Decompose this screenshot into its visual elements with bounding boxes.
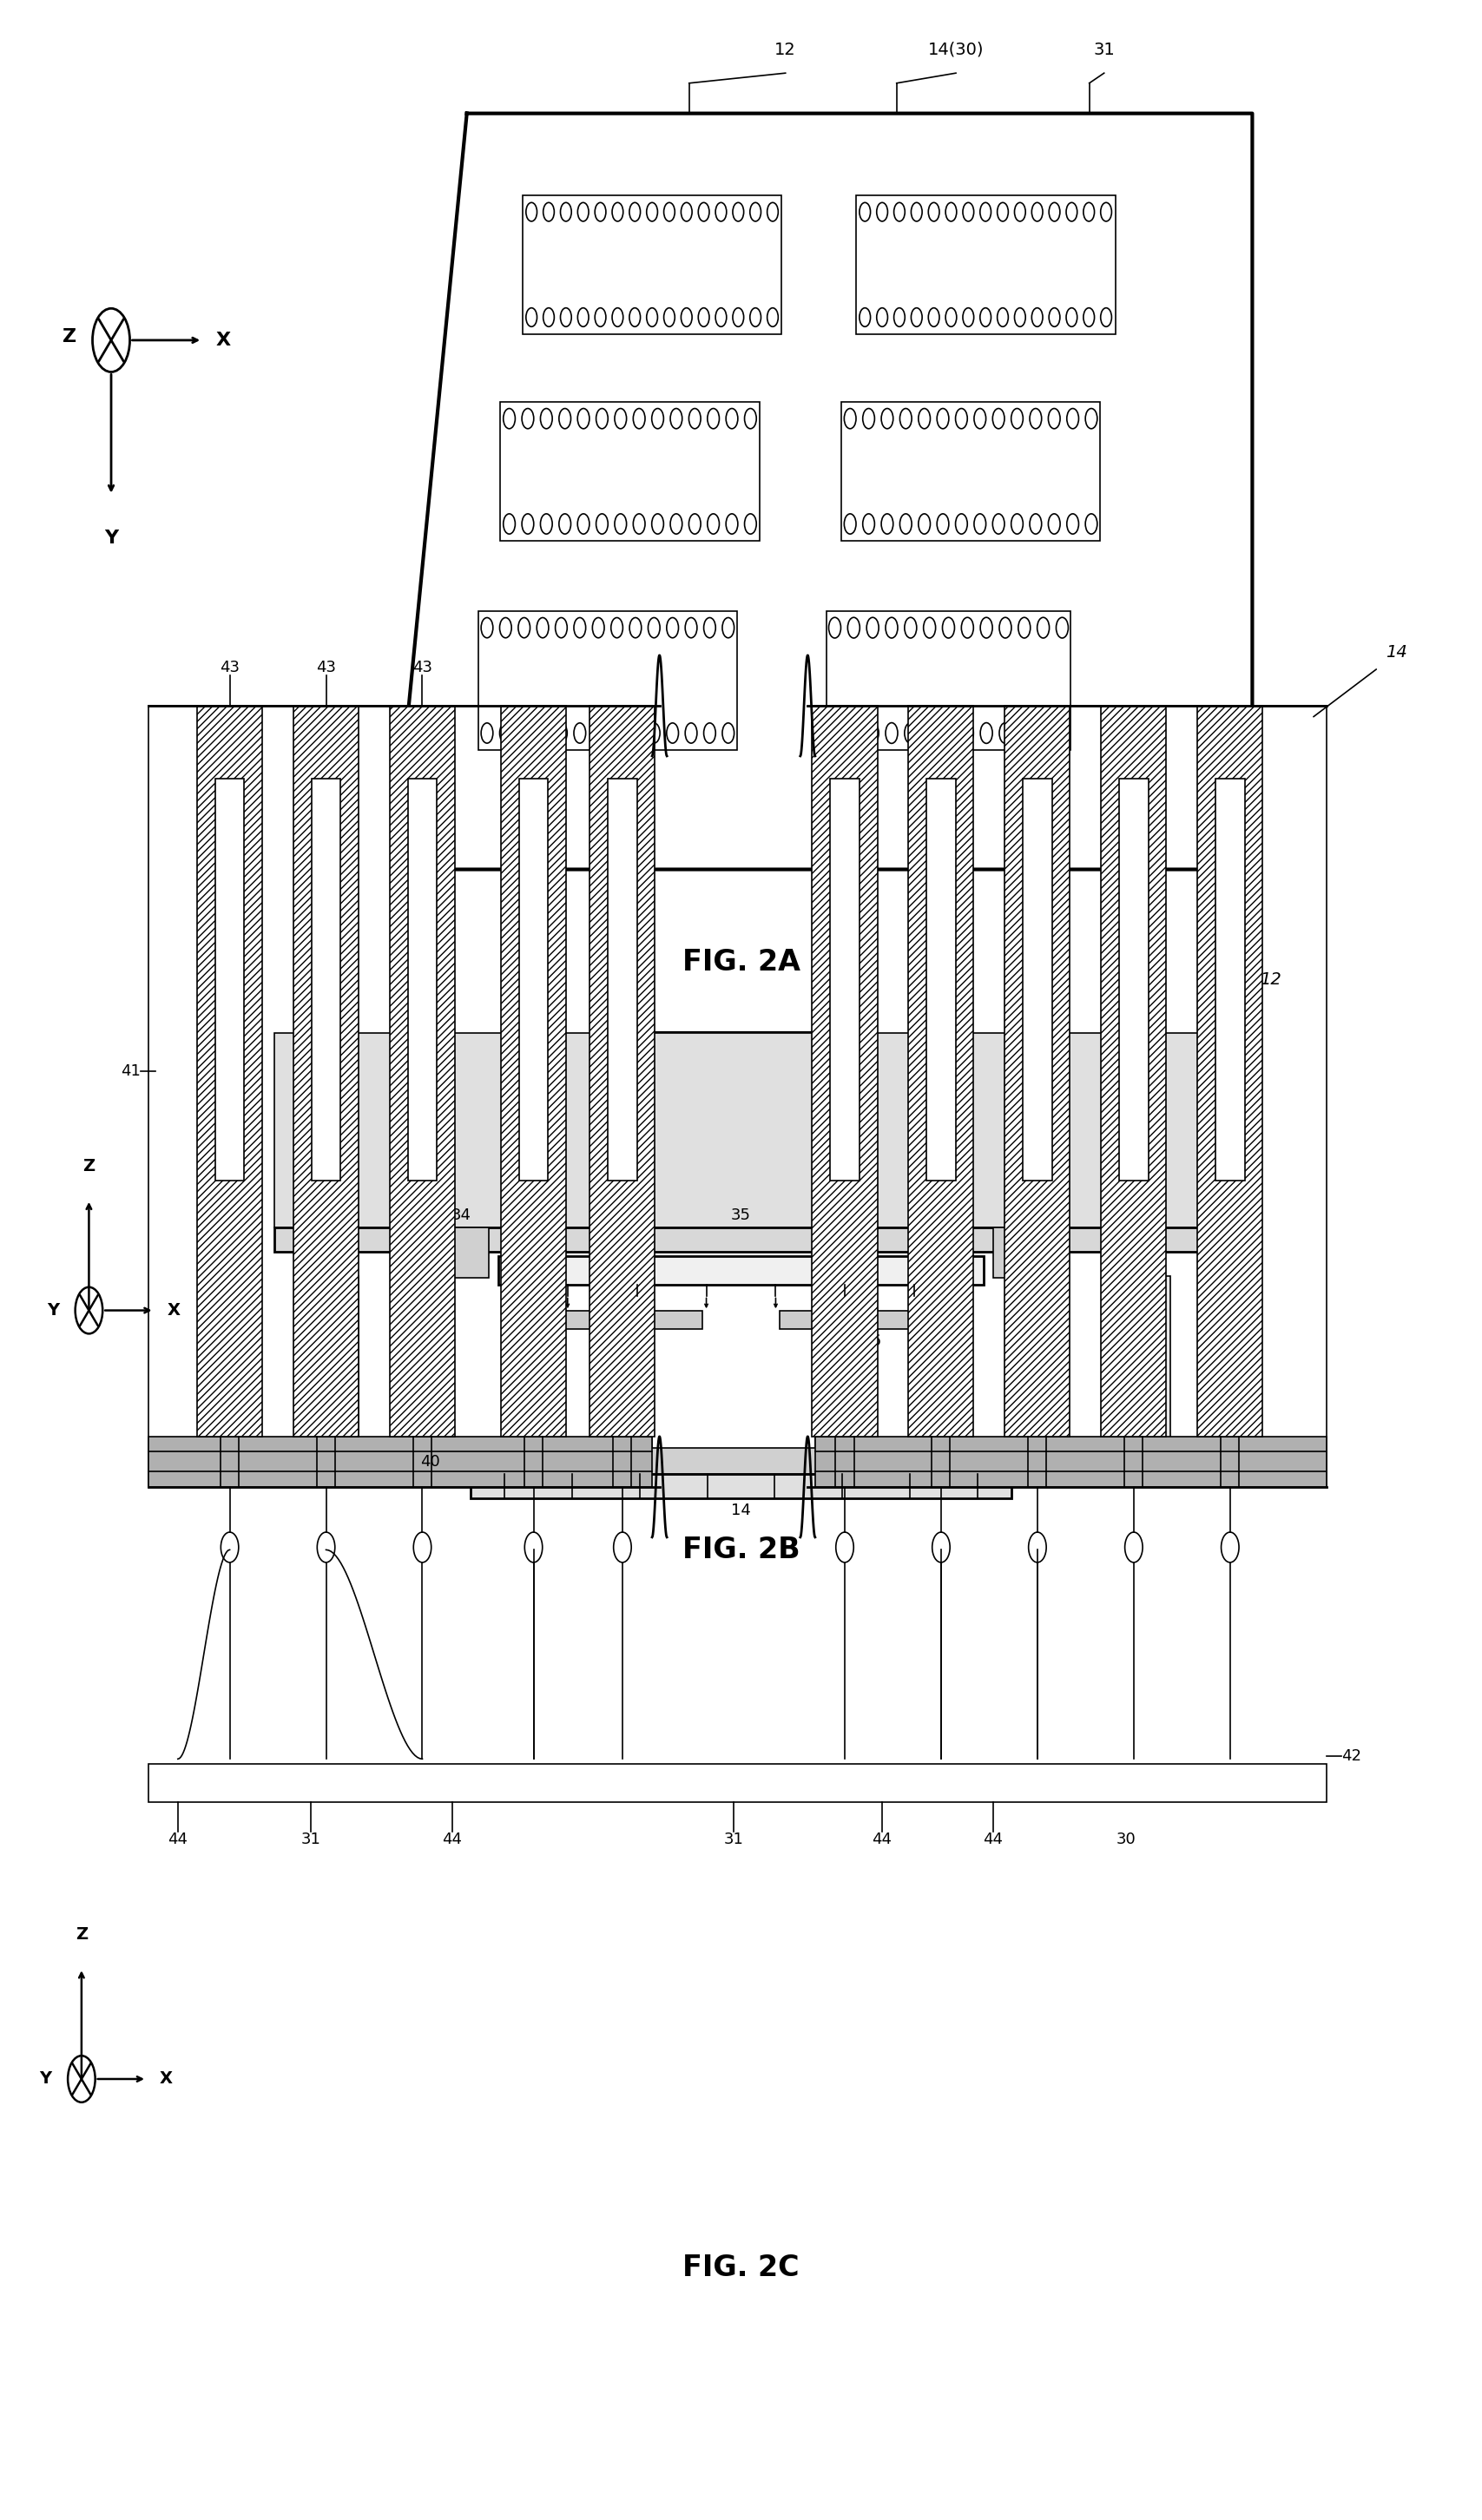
Bar xyxy=(1197,706,1263,1436)
Bar xyxy=(274,1446,1208,1474)
Bar xyxy=(390,706,455,1436)
Text: 44: 44 xyxy=(871,1832,892,1847)
Text: 34: 34 xyxy=(451,1207,471,1222)
Bar xyxy=(197,706,262,1436)
Bar xyxy=(501,401,759,539)
Bar xyxy=(780,1310,965,1328)
Bar xyxy=(274,1227,1208,1252)
Text: Y: Y xyxy=(47,1303,59,1318)
Text: 44: 44 xyxy=(167,1832,188,1847)
Text: 12: 12 xyxy=(775,40,796,58)
Bar xyxy=(1119,779,1149,1179)
Bar xyxy=(908,706,974,1436)
Text: 44: 44 xyxy=(442,1832,462,1847)
Text: 12: 12 xyxy=(1260,970,1280,988)
Bar xyxy=(519,779,548,1179)
Bar xyxy=(1023,779,1052,1179)
Text: 38: 38 xyxy=(1233,1454,1252,1469)
Bar xyxy=(812,706,877,1436)
Bar xyxy=(842,401,1100,539)
Text: FIG. 2B: FIG. 2B xyxy=(682,1535,800,1565)
Bar xyxy=(498,1255,984,1285)
Text: 39: 39 xyxy=(230,1441,249,1457)
Text: 14: 14 xyxy=(731,1502,751,1520)
Bar xyxy=(148,1764,1326,1802)
Bar xyxy=(830,779,860,1179)
Text: 14(30): 14(30) xyxy=(928,40,984,58)
Bar xyxy=(148,706,652,1487)
Bar xyxy=(283,1444,415,1454)
Text: FIG. 2A: FIG. 2A xyxy=(682,948,800,978)
Text: 33: 33 xyxy=(1233,1121,1252,1139)
Bar xyxy=(827,610,1070,748)
Bar xyxy=(311,779,341,1179)
Bar xyxy=(815,1436,1326,1487)
Text: 36: 36 xyxy=(600,1333,619,1348)
Bar xyxy=(590,706,655,1436)
Bar xyxy=(993,1227,1049,1278)
Bar xyxy=(608,779,637,1179)
Text: X: X xyxy=(167,1303,181,1318)
Text: 43: 43 xyxy=(219,660,240,675)
Bar xyxy=(501,706,566,1436)
Bar xyxy=(215,779,245,1179)
Text: 35: 35 xyxy=(731,1207,751,1222)
Bar xyxy=(408,779,437,1179)
Bar xyxy=(517,1310,702,1328)
Bar xyxy=(477,610,738,748)
Text: 30: 30 xyxy=(1116,1832,1137,1847)
Text: 43: 43 xyxy=(412,660,433,675)
Text: X: X xyxy=(216,333,231,348)
Text: 37: 37 xyxy=(230,1351,249,1368)
Text: Y: Y xyxy=(40,2071,52,2087)
Text: 32: 32 xyxy=(1233,1232,1252,1247)
Text: 39: 39 xyxy=(1233,1441,1252,1457)
Bar xyxy=(311,1275,359,1444)
Text: X: X xyxy=(160,2071,173,2087)
Text: 31: 31 xyxy=(723,1832,744,1847)
Bar xyxy=(1215,779,1245,1179)
Bar xyxy=(1101,706,1166,1436)
Text: 40: 40 xyxy=(419,1454,440,1469)
Bar xyxy=(1005,706,1070,1436)
Bar xyxy=(926,779,956,1179)
Bar xyxy=(293,706,359,1436)
Text: 31: 31 xyxy=(1094,40,1114,58)
Text: 43: 43 xyxy=(316,660,336,675)
Bar xyxy=(1123,1275,1171,1444)
Bar xyxy=(274,1033,1208,1227)
Text: 42: 42 xyxy=(1341,1749,1360,1764)
Text: Z: Z xyxy=(83,1159,95,1174)
Bar xyxy=(148,1436,652,1487)
Text: 44: 44 xyxy=(983,1832,1003,1847)
Text: Y: Y xyxy=(104,529,119,547)
Text: 41: 41 xyxy=(122,1063,141,1079)
Bar xyxy=(274,1033,1208,1474)
Bar xyxy=(1067,1444,1199,1454)
Bar xyxy=(470,1474,1012,1499)
Text: Z: Z xyxy=(76,1928,87,1943)
Text: 36: 36 xyxy=(863,1333,882,1348)
Text: Z: Z xyxy=(62,328,77,345)
Text: 14: 14 xyxy=(1386,643,1406,660)
Text: FIG. 2C: FIG. 2C xyxy=(683,2253,799,2283)
Bar xyxy=(433,1227,489,1278)
Bar xyxy=(523,197,782,333)
Text: 31: 31 xyxy=(301,1832,322,1847)
Bar xyxy=(857,197,1114,333)
Text: 34: 34 xyxy=(1011,1207,1031,1222)
Text: 37: 37 xyxy=(1233,1351,1252,1368)
Bar xyxy=(815,706,1326,1487)
